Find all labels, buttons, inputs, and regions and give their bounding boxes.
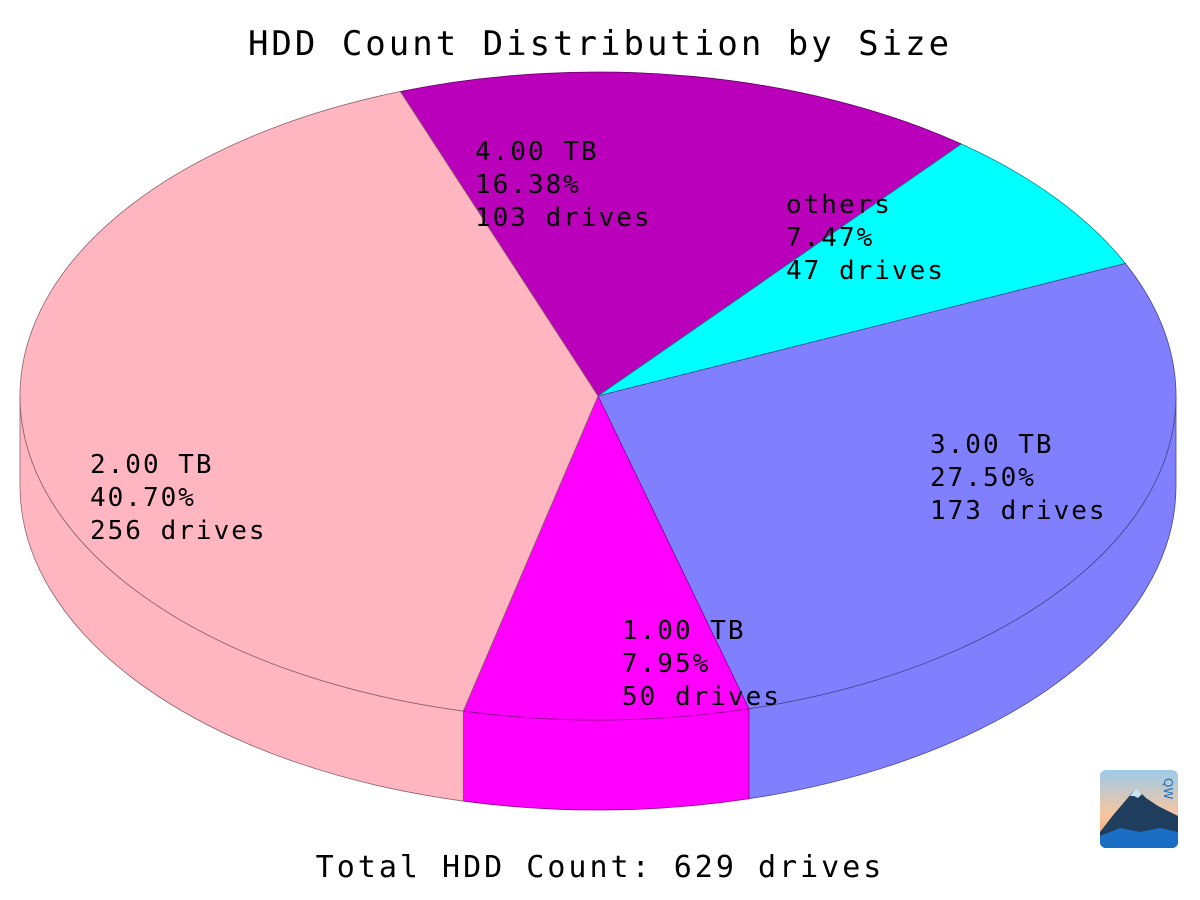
pie-slice-1: [597, 143, 1127, 397]
slice-label-count_text-3: 50 drives: [622, 682, 781, 712]
slice-label-count_text-0: 103 drives: [475, 203, 652, 233]
slice-label-label-4: 2.00 TB: [90, 450, 214, 480]
slice-label-percent-3: 7.95%: [622, 649, 710, 679]
slice-label-label-1: others: [786, 190, 892, 220]
slice-label-count_text-4: 256 drives: [90, 516, 267, 546]
slice-label-label-3: 1.00 TB: [622, 616, 746, 646]
pie-slice-3: [462, 395, 750, 721]
slice-label-count_text-2: 173 drives: [930, 496, 1107, 526]
pie-slice-2: [597, 262, 1177, 710]
slice-label-label-2: 3.00 TB: [930, 430, 1054, 460]
slice-label-percent-1: 7.47%: [786, 223, 874, 253]
slice-label-percent-0: 16.38%: [475, 170, 581, 200]
slice-label-percent-4: 40.70%: [90, 483, 196, 513]
chart-title: HDD Count Distribution by Size: [247, 24, 953, 64]
slice-label-1: others 7.47% 47 drives: [786, 190, 945, 286]
slice-label-percent-2: 27.50%: [930, 463, 1036, 493]
mountain-logo-icon: QW: [1100, 770, 1178, 848]
pie-slice-0: [399, 71, 963, 397]
slice-label-3: 1.00 TB 7.95% 50 drives: [622, 616, 781, 712]
slice-label-4: 2.00 TB 40.70% 256 drives: [90, 450, 267, 546]
total-count-footer: Total HDD Count: 629 drives: [315, 850, 885, 885]
pie-slice-4: [19, 91, 599, 712]
slice-label-0: 4.00 TB 16.38% 103 drives: [475, 137, 652, 233]
svg-text:QW: QW: [1161, 778, 1175, 799]
pie-slice-side-3: [462, 708, 750, 811]
slice-label-count_text-1: 47 drives: [786, 256, 945, 286]
slice-label-label-0: 4.00 TB: [475, 137, 599, 167]
slice-label-2: 3.00 TB 27.50% 173 drives: [930, 430, 1107, 526]
